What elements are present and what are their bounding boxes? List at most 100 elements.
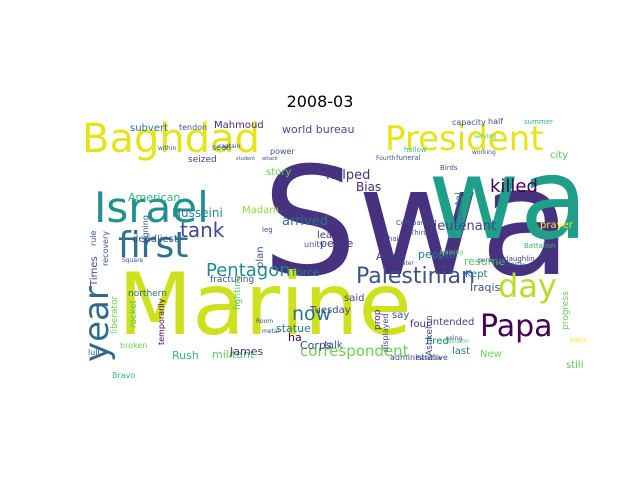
word-student: student <box>236 156 255 162</box>
word-room: Room <box>256 318 273 325</box>
word-bravo: Bravo <box>112 371 135 380</box>
word-serving: serving <box>474 133 496 140</box>
word-last: last <box>452 346 470 357</box>
word-lieutenant: lieutenant <box>430 219 496 234</box>
word-people: people <box>418 248 456 261</box>
chart-title: 2008-03 <box>286 92 354 111</box>
word-bias: Bias <box>356 180 381 194</box>
word-american: American <box>128 191 180 204</box>
word-broken: broken <box>120 341 147 350</box>
word-seen: seen <box>212 143 231 152</box>
word-four: four <box>410 319 431 330</box>
word-metal: metal <box>262 328 280 335</box>
word-statue: statue <box>276 322 311 335</box>
word-april: April <box>376 250 401 263</box>
word-wa: wa <box>428 135 588 265</box>
word-force: force <box>292 266 320 279</box>
word-half: half <box>488 117 503 126</box>
word-ashkelon: Ashkelon <box>425 315 435 356</box>
word-recovery: recovery <box>101 231 110 266</box>
word-new: New <box>480 349 502 360</box>
word-iraqis: Iraqis <box>470 281 501 294</box>
word-displayed: displayed <box>381 314 390 352</box>
word-within: within <box>158 145 176 152</box>
word-chain: chain <box>384 235 403 243</box>
word-day: day <box>498 267 557 305</box>
word-corps: Corps <box>300 339 332 352</box>
word-signing: signing <box>141 215 150 244</box>
word-capacity: capacity <box>452 118 486 127</box>
word-fourth: Fourth <box>376 155 396 162</box>
word-captain: captain <box>218 143 240 150</box>
word-helped: helped <box>326 168 370 183</box>
word-deadliest: deadliest <box>132 234 178 245</box>
word-battalion: Battalion <box>524 242 555 250</box>
word-working: working <box>472 149 496 156</box>
word-madam: Madam <box>242 205 279 216</box>
word-attack: attack <box>262 156 278 162</box>
word-fired: fired <box>426 336 449 347</box>
word-unity: unity <box>304 240 325 249</box>
word-kept: Kept <box>465 269 488 280</box>
word-liberator: liberator <box>110 295 120 334</box>
word-training: training <box>440 249 463 256</box>
word-intended: intended <box>430 317 474 328</box>
word-say: say <box>392 310 409 321</box>
word-fracturing: fracturing <box>210 275 254 285</box>
word-least: least <box>317 230 341 241</box>
word-peace: peace <box>320 237 354 250</box>
word-marine: Marine <box>118 255 412 355</box>
word-james: James <box>229 345 263 358</box>
word-rush: Rush <box>172 349 199 362</box>
word-shortly: shortly <box>504 261 525 268</box>
word-seized: seized <box>188 155 217 165</box>
word-subvert: subvert <box>130 123 168 134</box>
word-year: year <box>77 286 117 362</box>
word-still: still <box>566 360 583 371</box>
word-later: later <box>400 260 414 267</box>
word-pentagon: Pentagon <box>206 260 291 281</box>
word-resume: resume <box>464 255 505 268</box>
word-tendon: tendon <box>179 123 207 132</box>
word-correspondent: correspondent <box>300 342 409 360</box>
word-prayer: prayer <box>540 220 574 231</box>
word-paradise: Paradise <box>416 355 442 362</box>
word-kabul: Kabul <box>570 337 587 344</box>
word-power: power <box>270 147 295 156</box>
word-summer: summer <box>524 118 553 126</box>
word-killed: killed <box>490 176 538 197</box>
word-ha: ha <box>288 331 302 344</box>
word-story: story <box>266 167 291 178</box>
word-said: said <box>344 293 364 304</box>
word-prop: prop <box>373 309 383 330</box>
word-administrative: administrative <box>390 353 448 362</box>
word-laconic: Laconic <box>300 164 327 172</box>
word-leg: leg <box>262 226 273 234</box>
word-company: Company <box>396 219 429 227</box>
word-swa: Swa <box>262 136 572 310</box>
word-square: Square <box>122 257 143 264</box>
word-lull: lull <box>88 348 100 357</box>
word-television: television <box>440 338 469 345</box>
word-tank: tank <box>180 218 225 242</box>
word-personal: personal <box>478 257 504 264</box>
word-birds: Birds <box>440 164 458 172</box>
word-arrived: arrived <box>282 214 328 229</box>
word-mclaughlin: mclaughlin <box>496 255 535 263</box>
word-times: Times <box>89 256 100 287</box>
word-city: city <box>550 150 568 161</box>
word-funeral: funeral <box>396 154 421 162</box>
word-tuesday: Tuesday <box>309 305 351 316</box>
word-rocket: rocket <box>129 300 139 328</box>
word-third: Third <box>409 229 428 237</box>
word-president: President <box>385 119 544 159</box>
word-plan: plan <box>255 246 266 268</box>
word-talk: talk <box>324 340 343 351</box>
word-first: first <box>118 225 188 266</box>
word-coastal: coastal <box>454 192 465 228</box>
word-temporarily: temporarily <box>157 298 166 345</box>
word-world-bureau: world bureau <box>282 123 355 136</box>
word-fighting: fighting <box>233 275 243 310</box>
word-progress: progress <box>561 291 571 330</box>
